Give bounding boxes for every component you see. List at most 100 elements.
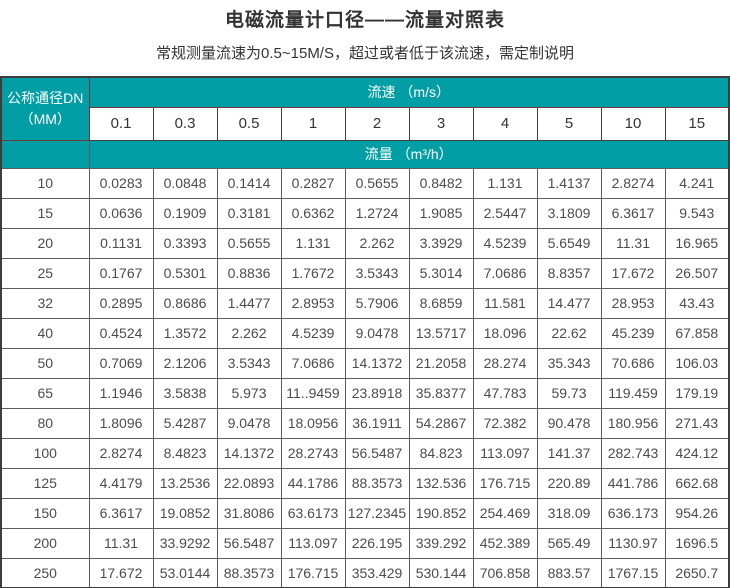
flow-value: 0.2895: [88, 287, 154, 319]
table-row: 40 0.4524 1.3572 2.262 4.5239 9.0478 13.5717 18…: [0, 317, 730, 349]
dn-value: 200: [0, 527, 90, 559]
velocity-group-header: 流速 （m/s）: [88, 76, 730, 108]
flow-value: 0.3393: [152, 227, 218, 259]
flow-value: 70.686: [600, 347, 666, 379]
flow-value: 19.0852: [152, 497, 218, 529]
flow-value: 14.1372: [216, 437, 282, 469]
table-row: 15 0.0636 0.1909 0.3181 0.6362 1.2724 1.9085 2.…: [0, 197, 730, 229]
flow-value: 56.5487: [216, 527, 282, 559]
flow-value: 0.2827: [280, 167, 346, 199]
flow-value: 2.262: [216, 317, 282, 349]
table-row: 200 11.31 33.9292 56.5487 113.097 226.195 339.…: [0, 527, 730, 559]
flow-value: 180.956: [600, 407, 666, 439]
flow-value: 14.1372: [344, 347, 410, 379]
flow-value: 11..9459: [280, 377, 346, 409]
flow-value: 23.8918: [344, 377, 410, 409]
dn-value: 150: [0, 497, 90, 529]
flow-value: 18.0956: [280, 407, 346, 439]
flow-value: 22.0893: [216, 467, 282, 499]
flow-value: 5.3014: [408, 257, 474, 289]
flow-value: 113.097: [280, 527, 346, 559]
velocity-value: 0.5: [216, 106, 282, 141]
flow-value: 7.0686: [472, 257, 538, 289]
flow-value: 4.241: [664, 167, 730, 199]
flow-value: 954.26: [664, 497, 730, 529]
flow-value: 44.1786: [280, 467, 346, 499]
flow-value: 14.477: [536, 287, 602, 319]
flow-value: 28.274: [472, 347, 538, 379]
flow-value: 9.0478: [344, 317, 410, 349]
flow-value: 3.5343: [216, 347, 282, 379]
flow-value: 179.19: [664, 377, 730, 409]
flow-value: 1696.5: [664, 527, 730, 559]
dn-value: 15: [0, 197, 90, 229]
dn-value: 125: [0, 467, 90, 499]
flow-value: 141.37: [536, 437, 602, 469]
table-row: 50 0.7069 2.1206 3.5343 7.0686 14.1372 21.2058…: [0, 347, 730, 379]
flow-value: 636.173: [600, 497, 666, 529]
flow-value: 176.715: [472, 467, 538, 499]
flow-value: 0.8686: [152, 287, 218, 319]
dn-value: 25: [0, 257, 90, 289]
flow-value: 17.672: [600, 257, 666, 289]
velocity-value: 15: [664, 106, 730, 141]
flow-value: 4.4179: [88, 467, 154, 499]
flow-value: 5.973: [216, 377, 282, 409]
flow-value: 33.9292: [152, 527, 218, 559]
flow-value: 8.6859: [408, 287, 474, 319]
flow-value: 5.4287: [152, 407, 218, 439]
table-row: 150 6.3617 19.0852 31.8086 63.6173 127.2345 19…: [0, 497, 730, 529]
flow-value: 35.8377: [408, 377, 474, 409]
flow-value: 88.3573: [344, 467, 410, 499]
page-title: 电磁流量计口径——流量对照表: [224, 10, 505, 31]
flow-value: 353.429: [344, 557, 410, 588]
flow-value: 26.507: [664, 257, 730, 289]
dn-value: 100: [0, 437, 90, 469]
flow-value: 1.7672: [280, 257, 346, 289]
dn-value: 50: [0, 347, 90, 379]
flow-value: 5.7906: [344, 287, 410, 319]
flow-value: 106.03: [664, 347, 730, 379]
flow-value: 63.6173: [280, 497, 346, 529]
flow-value: 90.478: [536, 407, 602, 439]
flow-value: 22.62: [536, 317, 602, 349]
flow-value: 530.144: [408, 557, 474, 588]
flow-value: 3.1809: [536, 197, 602, 229]
flow-value: 1.4137: [536, 167, 602, 199]
flow-value: 16.965: [664, 227, 730, 259]
dn-value: 10: [0, 167, 90, 199]
flow-value: 254.469: [472, 497, 538, 529]
flow-value: 1.131: [280, 227, 346, 259]
table-row: 25 0.1767 0.5301 0.8836 1.7672 3.5343 5.3014 7.…: [0, 257, 730, 289]
table-row: 65 1.1946 3.5838 5.973 11..9459 23.8918 35.837…: [0, 377, 730, 409]
flow-value: 132.536: [408, 467, 474, 499]
flow-value: 2650.7: [664, 557, 730, 588]
flow-value: 8.4823: [152, 437, 218, 469]
flow-value: 226.195: [344, 527, 410, 559]
flow-value: 59.73: [536, 377, 602, 409]
page-subtitle: 常规测量流速为0.5~15M/S，超过或者低于该流速，需定制说明: [156, 45, 574, 62]
table-row: 20 0.1131 0.3393 0.5655 1.131 2.262 3.3929 4.52…: [0, 227, 730, 259]
flow-value: 2.8953: [280, 287, 346, 319]
flow-value: 0.7069: [88, 347, 154, 379]
flow-value: 3.5343: [344, 257, 410, 289]
flow-value: 35.343: [536, 347, 602, 379]
velocity-value: 1: [280, 106, 346, 141]
flow-value: 271.43: [664, 407, 730, 439]
table-row: 10 0.0283 0.0848 0.1414 0.2827 0.5655 0.8482 1.…: [0, 167, 730, 199]
table-header: 公称通径DN （MM） 流速 （m/s） 0.1 0.3 0.5 1 2 3 4 5 10 15 …: [0, 76, 730, 169]
flow-value: 452.389: [472, 527, 538, 559]
flow-value: 662.68: [664, 467, 730, 499]
flow-value: 1130.97: [600, 527, 666, 559]
flow-value: 53.0144: [152, 557, 218, 588]
flow-value: 17.672: [88, 557, 154, 588]
flow-value: 0.6362: [280, 197, 346, 229]
flow-value: 8.8357: [536, 257, 602, 289]
table-row: 100 2.8274 8.4823 14.1372 28.2743 56.5487 84.8…: [0, 437, 730, 469]
dn-value: 250: [0, 557, 90, 588]
flow-value: 1767.15: [600, 557, 666, 588]
flow-value: 0.1909: [152, 197, 218, 229]
flow-value: 0.8836: [216, 257, 282, 289]
flow-value: 67.858: [664, 317, 730, 349]
flow-value: 339.292: [408, 527, 474, 559]
